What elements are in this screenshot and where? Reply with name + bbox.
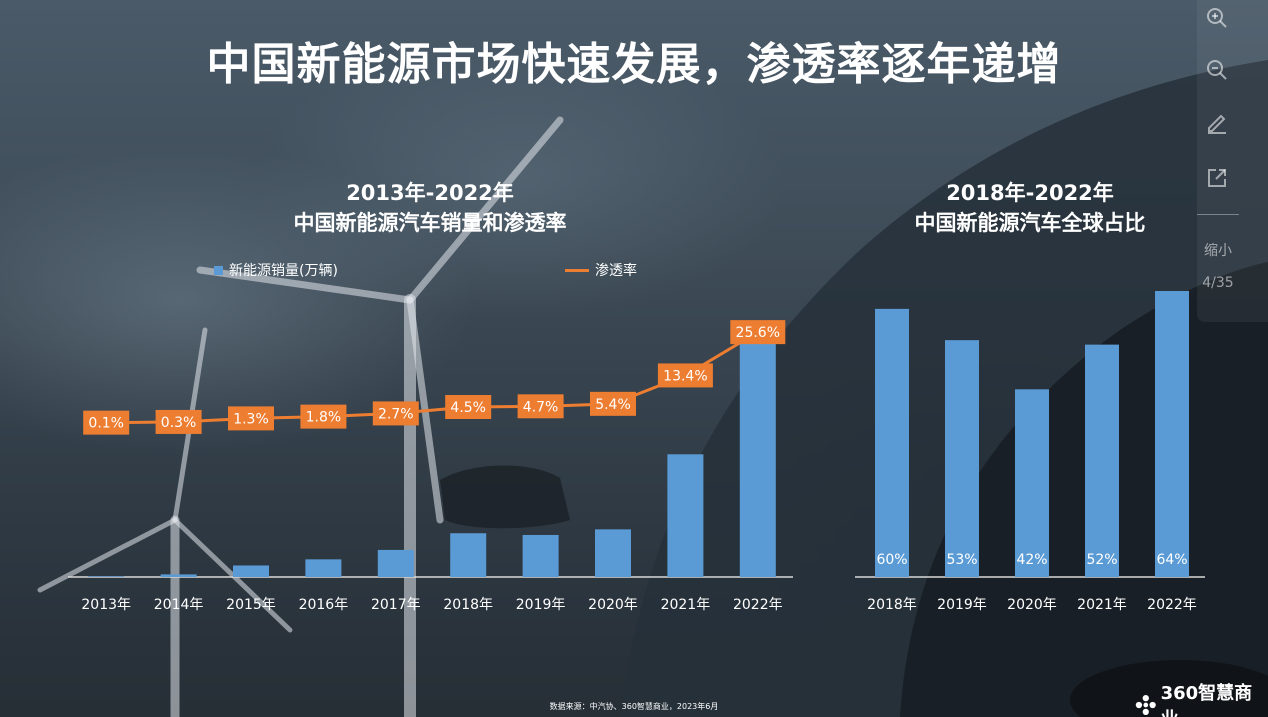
penetration-data-label: 0.1% — [88, 416, 124, 432]
right-chart-title-line2: 中国新能源汽车全球占比 — [914, 211, 1146, 235]
penetration-label-box — [155, 409, 202, 434]
penetration-label-box — [445, 395, 492, 420]
side-toolbar: 缩小 4/35 — [1197, 0, 1268, 322]
penetration-data-label: 4.7% — [523, 399, 559, 415]
right-chart-title: 2018年-2022年 中国新能源汽车全球占比 — [870, 178, 1190, 238]
penetration-data-label: 13.4% — [663, 368, 707, 384]
brand-logo: 360智慧商业 — [1135, 679, 1268, 717]
x-tick-label: 2018年 — [443, 597, 493, 613]
penetration-data-label: 4.5% — [450, 400, 486, 416]
legend-line-swatch — [565, 268, 589, 272]
penetration-label-box — [590, 391, 636, 416]
sales-bar — [160, 574, 197, 577]
sales-bar — [233, 565, 269, 577]
sales-bar — [305, 559, 342, 577]
penetration-data-label: 2.7% — [378, 406, 414, 422]
x-tick-label: 2013年 — [81, 597, 131, 613]
penetration-label-box — [517, 394, 564, 419]
x-tick-label: 2016年 — [299, 597, 349, 613]
page-indicator: 4/35 — [1202, 275, 1234, 291]
x-tick-label: 2018年 — [867, 597, 917, 613]
penetration-data-label: 1.8% — [306, 410, 342, 426]
share-bar — [1085, 344, 1119, 577]
x-tick-label: 2022年 — [733, 597, 783, 613]
pencil-icon[interactable] — [1205, 110, 1229, 134]
sales-bar — [667, 454, 704, 577]
share-data-label: 42% — [1016, 552, 1047, 568]
share-data-label: 52% — [1086, 552, 1117, 568]
brand-text: 360智慧商业 — [1160, 683, 1253, 717]
x-tick-label: 2019年 — [516, 597, 566, 613]
sales-bar — [595, 529, 631, 577]
share-bar — [875, 308, 909, 577]
legend-item-sales: 新能源销量(万辆) — [214, 260, 338, 280]
x-tick-label: 2021年 — [661, 597, 711, 613]
share-icon[interactable] — [1205, 166, 1229, 190]
x-tick-label: 2014年 — [154, 597, 204, 613]
penetration-data-label: 0.3% — [161, 415, 197, 431]
x-tick-label: 2022年 — [1147, 597, 1197, 613]
legend-item-penetration: 渗透率 — [565, 260, 637, 280]
x-tick-label: 2015年 — [226, 597, 276, 613]
share-bar — [1155, 291, 1189, 577]
penetration-label-box — [83, 410, 130, 435]
legend-bar-swatch — [214, 265, 223, 275]
x-tick-label: 2020年 — [588, 597, 638, 613]
sales-bar — [377, 549, 414, 577]
data-source-note: 数据来源：中汽协、360智慧商业，2023年6月 — [549, 702, 719, 711]
brand-flower-icon — [1135, 695, 1156, 715]
zoom-out-icon[interactable] — [1205, 58, 1229, 82]
share-bar — [945, 340, 979, 577]
penetration-label-box — [657, 363, 713, 388]
penetration-label-box — [300, 404, 347, 429]
x-tick-label: 2019年 — [937, 597, 987, 613]
left-chart-title-line1: 2013年-2022年 — [346, 181, 514, 205]
sales-bar — [522, 534, 559, 577]
share-bar — [1015, 389, 1049, 577]
legend-label-sales: 新能源销量(万辆) — [229, 263, 338, 279]
x-tick-label: 2021年 — [1077, 597, 1127, 613]
penetration-label-box — [228, 406, 274, 431]
penetration-label-box — [730, 320, 786, 345]
sales-bar — [88, 576, 125, 577]
share-data-label: 64% — [1156, 552, 1187, 568]
x-tick-label: 2017年 — [371, 597, 421, 613]
penetration-data-label: 1.3% — [233, 411, 269, 427]
x-tick-label: 2020年 — [1007, 597, 1057, 613]
toolbar-divider — [1197, 214, 1239, 215]
sales-bar — [739, 337, 776, 577]
penetration-line — [106, 330, 759, 425]
share-data-label: 53% — [946, 552, 977, 568]
right-chart-title-line1: 2018年-2022年 — [946, 181, 1114, 205]
shrink-button[interactable]: 缩小 — [1204, 243, 1232, 259]
share-data-label: 60% — [876, 552, 907, 568]
left-chart-title-line2: 中国新能源汽车销量和渗透率 — [293, 211, 567, 235]
penetration-data-label: 25.6% — [736, 325, 780, 341]
left-chart-title: 2013年-2022年 中国新能源汽车销量和渗透率 — [170, 178, 690, 238]
zoom-in-icon[interactable] — [1205, 6, 1229, 30]
sales-bar — [450, 533, 487, 577]
legend-label-penetration: 渗透率 — [595, 263, 637, 279]
page-headline: 中国新能源市场快速发展，渗透率逐年递增 — [206, 39, 1062, 90]
penetration-data-label: 5.4% — [595, 397, 631, 413]
penetration-label-box — [372, 401, 419, 426]
